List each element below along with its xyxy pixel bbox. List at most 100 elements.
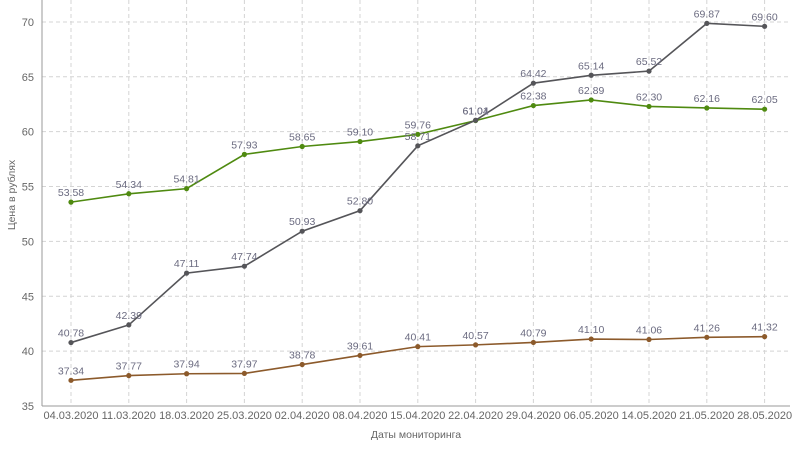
data-label: 52.80 [347,196,373,208]
x-tick-label: 29.04.2020 [506,410,561,422]
y-tick-label: 65 [22,72,34,84]
data-label: 64.42 [520,68,546,80]
data-label: 41.10 [578,324,604,336]
series-1-point [704,20,710,26]
data-label: 62.16 [694,93,720,105]
series-0-point [646,103,652,110]
series-1-point [68,339,74,346]
series-1-point [299,228,305,234]
y-tick-label: 60 [22,127,34,139]
data-label: 58.71 [405,131,431,143]
data-label: 59.76 [405,119,431,131]
data-label: 37.97 [231,358,257,370]
data-label: 54.81 [173,174,199,186]
y-axis-title: Цена в рублях [6,159,18,230]
series-group [68,20,768,383]
x-tick-label: 04.03.2020 [43,410,98,422]
data-label: 62.38 [520,91,546,103]
series-2-point [299,361,305,368]
y-tick-label: 40 [22,346,34,358]
data-label: 47.11 [174,258,200,270]
data-label: 40.78 [58,328,84,340]
series-0-point [415,131,421,137]
data-labels: 53.58 54.34 54.81 57.93 58.65 59.10 59.76 61.01… [58,8,778,377]
series-0-point [126,191,132,197]
data-label: 62.30 [636,91,662,103]
series-0-point [68,199,74,205]
x-tick-label: 22.04.2020 [448,410,503,422]
y-tick-label: 50 [22,236,34,248]
data-label: 69.60 [751,11,777,23]
series-2-point [473,342,479,348]
series-1-point [415,143,421,149]
data-label: 40.41 [405,332,431,344]
x-tick-label: 02.04.2020 [275,410,330,422]
data-label: 65.52 [636,56,662,68]
data-label: 37.77 [116,361,142,373]
series-0-point [704,105,710,111]
y-tick-label: 70 [22,17,34,29]
data-label: 58.65 [289,131,315,143]
series-1-point [646,68,652,74]
series-1-point [762,23,768,29]
x-tick-label: 18.03.2020 [159,410,214,422]
series-0-point [184,186,190,192]
x-tick-label: 14.05.2020 [621,410,676,422]
series-0-point [241,151,247,157]
y-tick-label: 55 [22,182,34,194]
series-2-point [126,373,132,379]
x-axis-title: Даты мониторинга [371,429,461,441]
data-label: 54.34 [116,179,142,191]
data-label: 38.78 [289,350,315,362]
data-label: 62.05 [751,94,777,106]
data-label: 50.93 [289,216,315,228]
data-label: 65.14 [578,60,604,72]
x-tick-label: 21.05.2020 [679,410,734,422]
data-label: 47.74 [231,251,257,263]
series-2-point [241,370,247,377]
series-0-point [588,97,594,103]
series-2-point [588,336,594,342]
data-label: 41.26 [694,322,720,334]
data-label: 42.39 [116,310,142,322]
series-1-point [184,270,190,276]
series-2-point [68,377,74,383]
data-label: 61.04 [462,105,488,117]
series-0-point [762,106,768,112]
series-2-point [357,352,363,359]
series-1-point [126,322,132,328]
y-tick-label: 35 [22,401,34,413]
series-2-point [646,336,652,343]
y-tick-label: 45 [22,291,34,303]
series-1-point [588,72,594,78]
series-1-point [473,117,479,123]
series-1-point [530,80,537,86]
series-0-point [530,102,537,109]
data-label: 39.61 [347,340,373,352]
series-2-point [415,344,421,350]
data-label: 57.93 [231,139,257,151]
data-label: 59.10 [347,127,373,139]
data-label: 37.94 [173,359,199,371]
data-label: 69.87 [694,8,720,20]
data-label: 62.89 [578,85,604,97]
series-2-point [704,334,710,340]
series-0-point [357,138,363,145]
x-tick-label: 28.05.2020 [737,410,792,422]
data-label: 61.01 [462,106,488,118]
axes: 35 40 45 50 55 60 65 70 04.03.2020 11.03.2020 18.0… [22,0,792,422]
x-tick-label: 15.04.2020 [390,410,445,422]
series-0-point [299,143,305,150]
data-label: 40.79 [520,327,546,339]
series-2-point [184,371,190,377]
series-2-point [762,334,768,340]
x-tick-label: 08.04.2020 [332,410,387,422]
x-tick-label: 06.05.2020 [564,410,619,422]
series-1-point [357,208,363,214]
series-1-point [241,263,247,269]
data-label: 40.57 [462,330,488,342]
x-tick-label: 25.03.2020 [217,410,272,422]
data-label: 41.06 [636,325,662,337]
data-label: 37.34 [58,365,84,377]
